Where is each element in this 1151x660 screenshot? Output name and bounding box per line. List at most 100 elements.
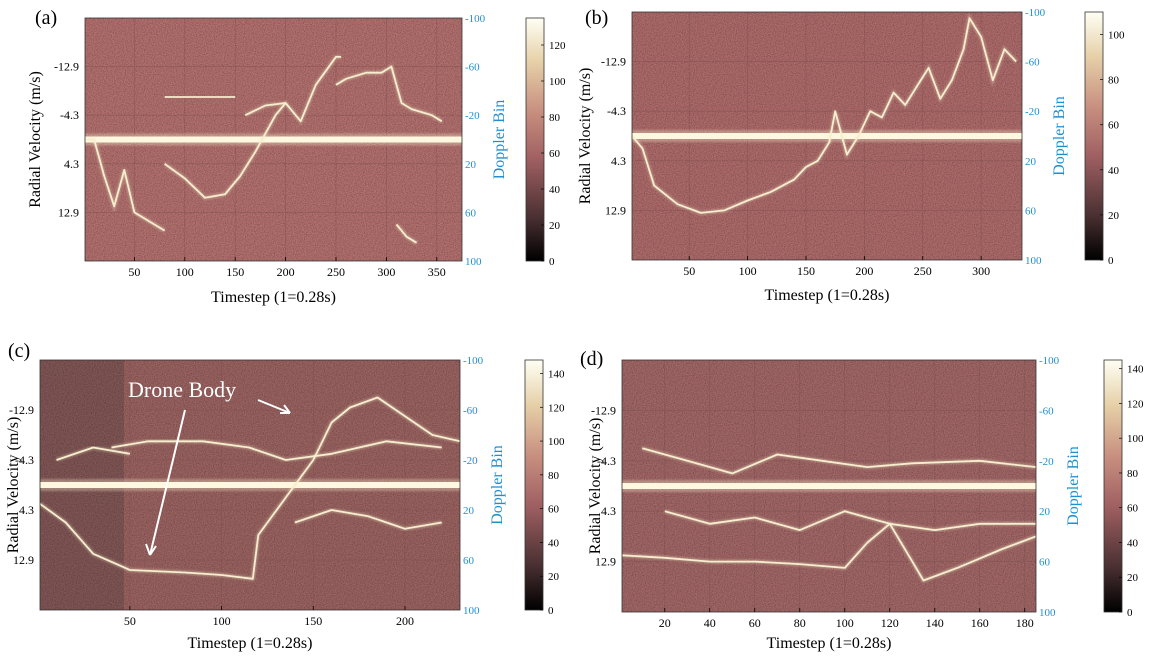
colorbar-tick-label: 40 xyxy=(549,184,561,196)
colorbar-tick-label: 0 xyxy=(1108,255,1114,267)
y-tick-label: -12.9 xyxy=(54,60,79,74)
zero-doppler-line xyxy=(622,483,1036,489)
zero-doppler-line xyxy=(85,136,462,143)
y-tick-label: -4.3 xyxy=(60,108,79,122)
y2-tick-label: -20 xyxy=(1039,456,1054,468)
y2-tick-label: -100 xyxy=(1025,7,1046,19)
annotation-arrowhead-lower xyxy=(145,543,157,556)
x-tick-label: 150 xyxy=(226,265,244,279)
x-tick-label: 140 xyxy=(926,616,944,630)
x-tick-label: 150 xyxy=(304,614,322,628)
colorbar xyxy=(524,359,544,611)
colorbar-tick-label: 0 xyxy=(1127,607,1133,619)
colorbar-tick-label: 20 xyxy=(548,571,560,583)
colorbar-tick-label: 40 xyxy=(1108,165,1120,177)
colorbar xyxy=(1103,359,1123,613)
panel-label: (b) xyxy=(585,7,608,29)
signature-ridge xyxy=(85,138,166,232)
colorbar-tick-label: 100 xyxy=(1108,30,1125,42)
plot-frame xyxy=(621,359,1037,613)
y2-axis-label: Doppler Bin xyxy=(491,100,508,180)
panel-label: (a) xyxy=(35,7,57,29)
signature-ridge xyxy=(56,446,131,461)
plot-frame xyxy=(39,359,461,611)
x-tick-label: 200 xyxy=(855,264,873,278)
colorbar-tick-label: 100 xyxy=(549,76,566,88)
y-axis-label: Radial Velocity (m/s) xyxy=(27,71,44,208)
annotation-arrow-upper xyxy=(257,399,291,414)
colorbar-tick-label: 100 xyxy=(548,436,565,448)
colorbar-tick-label: 40 xyxy=(548,537,560,549)
y2-tick-label: -20 xyxy=(1025,106,1040,118)
y2-tick-label: 20 xyxy=(463,505,475,517)
y-tick-label: -12.9 xyxy=(591,403,616,417)
x-tick-label: 40 xyxy=(704,616,716,630)
y-axis-label: Radial Velocity (m/s) xyxy=(587,418,604,555)
x-axis-label: Timestep (1=0.28s) xyxy=(211,289,336,306)
y2-tick-label: 20 xyxy=(465,159,477,171)
x-tick-label: 250 xyxy=(327,265,345,279)
y-tick-label: 4.3 xyxy=(19,503,34,517)
x-axis-label: Timestep (1=0.28s) xyxy=(767,635,892,652)
colorbar-tick-label: 140 xyxy=(548,369,565,381)
x-tick-label: 200 xyxy=(277,265,295,279)
plot-frame xyxy=(84,17,463,262)
y-tick-label: 4.3 xyxy=(64,157,79,171)
x-tick-label: 150 xyxy=(797,264,815,278)
colorbar-tick-label: 120 xyxy=(1127,398,1144,410)
signature-ridge xyxy=(244,102,286,117)
y-tick-label: 12.9 xyxy=(58,205,79,219)
signature-ridge xyxy=(664,510,1036,531)
colorbar-tick-label: 120 xyxy=(548,402,565,414)
y2-tick-label: -60 xyxy=(1039,405,1054,417)
colorbar xyxy=(525,17,545,262)
y-tick-label: 4.3 xyxy=(611,154,626,168)
zero-doppler-line xyxy=(632,133,1022,139)
panel-d: 20 40 60 80 100 120 140 160 180 -12.9 -4.3 4.3 12.9 -… xyxy=(580,348,1144,652)
panel-label: (d) xyxy=(580,348,603,370)
panel-c: 50 100 150 200-12.9-4.34.312.9-100-60-20206… xyxy=(5,340,565,652)
x-tick-label: 100 xyxy=(213,614,231,628)
y2-tick-label: 20 xyxy=(1039,506,1051,518)
colorbar-tick-label: 60 xyxy=(1127,503,1139,515)
y2-tick-label: 60 xyxy=(1025,205,1037,217)
y2-axis-label: Doppler Bin xyxy=(1065,446,1082,526)
y-tick-label: 12.9 xyxy=(605,203,626,217)
y2-axis-label: Doppler Bin xyxy=(489,445,506,525)
panel-a: 50 100 150 200 250 300 350-12.9-4.34.312.9-100… xyxy=(27,7,566,306)
y-tick-label: -4.3 xyxy=(597,454,616,468)
y2-tick-label: -100 xyxy=(463,355,484,367)
annotation-label: Drone Body xyxy=(128,377,236,402)
colorbar-tick-label: 120 xyxy=(549,40,566,52)
colorbar-tick-label: 20 xyxy=(549,220,561,232)
colorbar-tick-label: 60 xyxy=(1108,120,1120,132)
y2-tick-label: 60 xyxy=(465,207,477,219)
y2-tick-label: -60 xyxy=(465,62,480,74)
x-tick-label: 100 xyxy=(836,616,854,630)
y2-tick-label: 100 xyxy=(463,605,480,617)
panel-label: (c) xyxy=(8,340,30,362)
colorbar-tick-label: 80 xyxy=(1108,75,1120,87)
colorbar-tick-label: 40 xyxy=(1127,537,1139,549)
x-tick-label: 100 xyxy=(739,264,757,278)
signature-ridge xyxy=(631,17,1017,214)
annotation-arrowhead-upper xyxy=(280,404,291,414)
x-tick-label: 200 xyxy=(396,614,414,628)
signature-ridge xyxy=(642,447,1037,475)
signature-ridge xyxy=(621,522,1037,582)
x-axis-label: Timestep (1=0.28s) xyxy=(765,287,890,304)
colorbar-tick-label: 0 xyxy=(549,256,555,268)
x-tick-label: 80 xyxy=(794,616,806,630)
x-tick-label: 300 xyxy=(972,264,990,278)
plot-frame xyxy=(631,11,1023,261)
y-tick-label: -12.9 xyxy=(601,55,626,69)
colorbar-tick-label: 60 xyxy=(549,148,561,160)
y-tick-label: 12.9 xyxy=(595,555,616,569)
x-tick-label: 60 xyxy=(749,616,761,630)
signature-ridge xyxy=(294,509,442,530)
signature-ridge xyxy=(111,440,442,461)
x-tick-label: 20 xyxy=(659,616,671,630)
y-axis-label: Radial Velocity (m/s) xyxy=(5,417,22,554)
colorbar-tick-label: 0 xyxy=(548,605,554,617)
